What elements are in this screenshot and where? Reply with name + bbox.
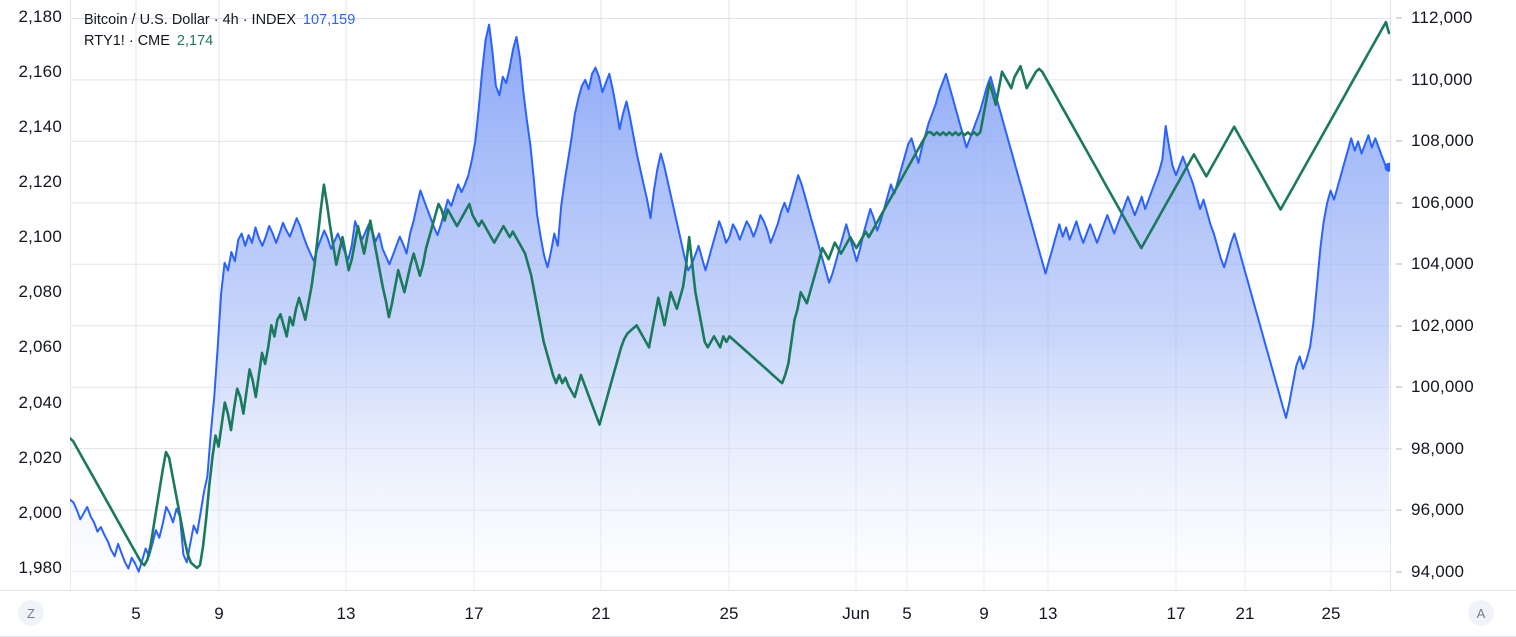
right-axis-tick: 112,000 xyxy=(1411,8,1473,28)
left-axis-tick: 2,100 xyxy=(18,227,62,247)
legend-interval: 4h xyxy=(222,11,239,28)
time-axis-label: 25 xyxy=(719,604,739,623)
scroll-to-realtime-button[interactable]: Z xyxy=(18,600,44,626)
right-axis-tick: 110,000 xyxy=(1411,69,1473,89)
time-axis-label: Jun xyxy=(842,604,870,623)
left-axis-tick: 2,160 xyxy=(18,61,62,81)
right-axis-tick-dash xyxy=(1396,263,1402,265)
time-axis-label: 5 xyxy=(131,604,141,623)
time-axis-label: 13 xyxy=(336,604,356,623)
right-axis-tick: 96,000 xyxy=(1411,500,1465,520)
right-axis-tick-dash xyxy=(1396,509,1402,511)
legend-symbol-name: Bitcoin / U.S. Dollar xyxy=(84,11,210,28)
left-axis-separator xyxy=(70,0,71,590)
right-axis-tick: 104,000 xyxy=(1411,254,1474,274)
time-axis-label: 13 xyxy=(1038,604,1058,623)
right-axis-tick-dash xyxy=(1396,79,1402,81)
series-layer xyxy=(70,20,1390,590)
time-axis-label: 9 xyxy=(979,604,989,623)
right-axis-tick-dash xyxy=(1396,325,1402,327)
legend-symbol-name: RTY1! xyxy=(84,32,125,49)
right-axis-separator xyxy=(1390,0,1391,590)
left-axis-tick: 2,080 xyxy=(18,282,62,302)
right-axis-tick: 106,000 xyxy=(1411,192,1474,212)
left-axis-tick: 2,060 xyxy=(18,337,62,357)
left-axis-tick: 2,000 xyxy=(18,502,62,522)
right-axis-tick-dash xyxy=(1396,386,1402,388)
chart-legend[interactable]: Bitcoin / U.S. Dollar · 4h · INDEX 107,159 RTY… xyxy=(84,9,355,51)
legend-separator: · xyxy=(128,32,134,49)
btc-area-fill xyxy=(70,24,1389,590)
btc-series-line xyxy=(70,23,1390,573)
plot-area[interactable] xyxy=(70,0,1390,590)
time-axis[interactable]: 5 9 13 17 21 25 Jun 5 9 13 17 21 25 xyxy=(0,590,1516,637)
left-axis-tick: 2,180 xyxy=(18,6,62,26)
legend-last-value: 107,159 xyxy=(302,11,356,28)
legend-exchange: INDEX xyxy=(251,11,296,28)
time-axis-label: 25 xyxy=(1321,604,1341,623)
time-axis-label: 5 xyxy=(902,604,912,623)
right-price-axis[interactable]: 112,000 110,000 108,000 106,000 104,000 102,0… xyxy=(1390,0,1516,590)
right-axis-tick-dash xyxy=(1396,571,1402,573)
rty-series-line xyxy=(70,20,1390,570)
time-axis-label: 21 xyxy=(591,604,611,623)
left-axis-tick: 2,120 xyxy=(18,171,62,191)
legend-last-value: 2,174 xyxy=(176,32,214,49)
legend-row[interactable]: Bitcoin / U.S. Dollar · 4h · INDEX 107,159 xyxy=(84,9,355,30)
time-axis-label: 9 xyxy=(214,604,224,623)
time-axis-label: 21 xyxy=(1235,604,1255,623)
right-axis-tick: 94,000 xyxy=(1411,561,1465,581)
right-axis-tick: 108,000 xyxy=(1411,131,1474,151)
time-axis-label: 17 xyxy=(464,604,484,623)
left-axis-tick: 2,040 xyxy=(18,392,62,412)
left-axis-tick: 1,980 xyxy=(18,557,62,577)
auto-scale-button[interactable]: A xyxy=(1468,600,1494,626)
legend-separator: · xyxy=(242,11,248,28)
left-axis-tick: 2,020 xyxy=(18,447,62,467)
right-axis-tick-dash xyxy=(1396,140,1402,142)
legend-separator: · xyxy=(213,11,219,28)
legend-exchange: CME xyxy=(137,32,170,49)
right-axis-tick-dash xyxy=(1396,448,1402,450)
time-axis-label: 17 xyxy=(1166,604,1186,623)
btc-last-price-marker xyxy=(1384,162,1390,172)
left-axis-tick: 2,140 xyxy=(18,116,62,136)
right-axis-tick: 98,000 xyxy=(1411,438,1465,458)
legend-row[interactable]: RTY1! · CME 2,174 xyxy=(84,30,355,51)
left-price-axis[interactable]: 2,180 2,160 2,140 2,120 2,100 2,080 2,060 2,040… xyxy=(0,0,70,590)
right-axis-tick: 102,000 xyxy=(1411,315,1474,335)
right-axis-tick: 100,000 xyxy=(1411,377,1474,397)
right-axis-tick-dash xyxy=(1396,17,1402,19)
right-axis-tick-dash xyxy=(1396,202,1402,204)
